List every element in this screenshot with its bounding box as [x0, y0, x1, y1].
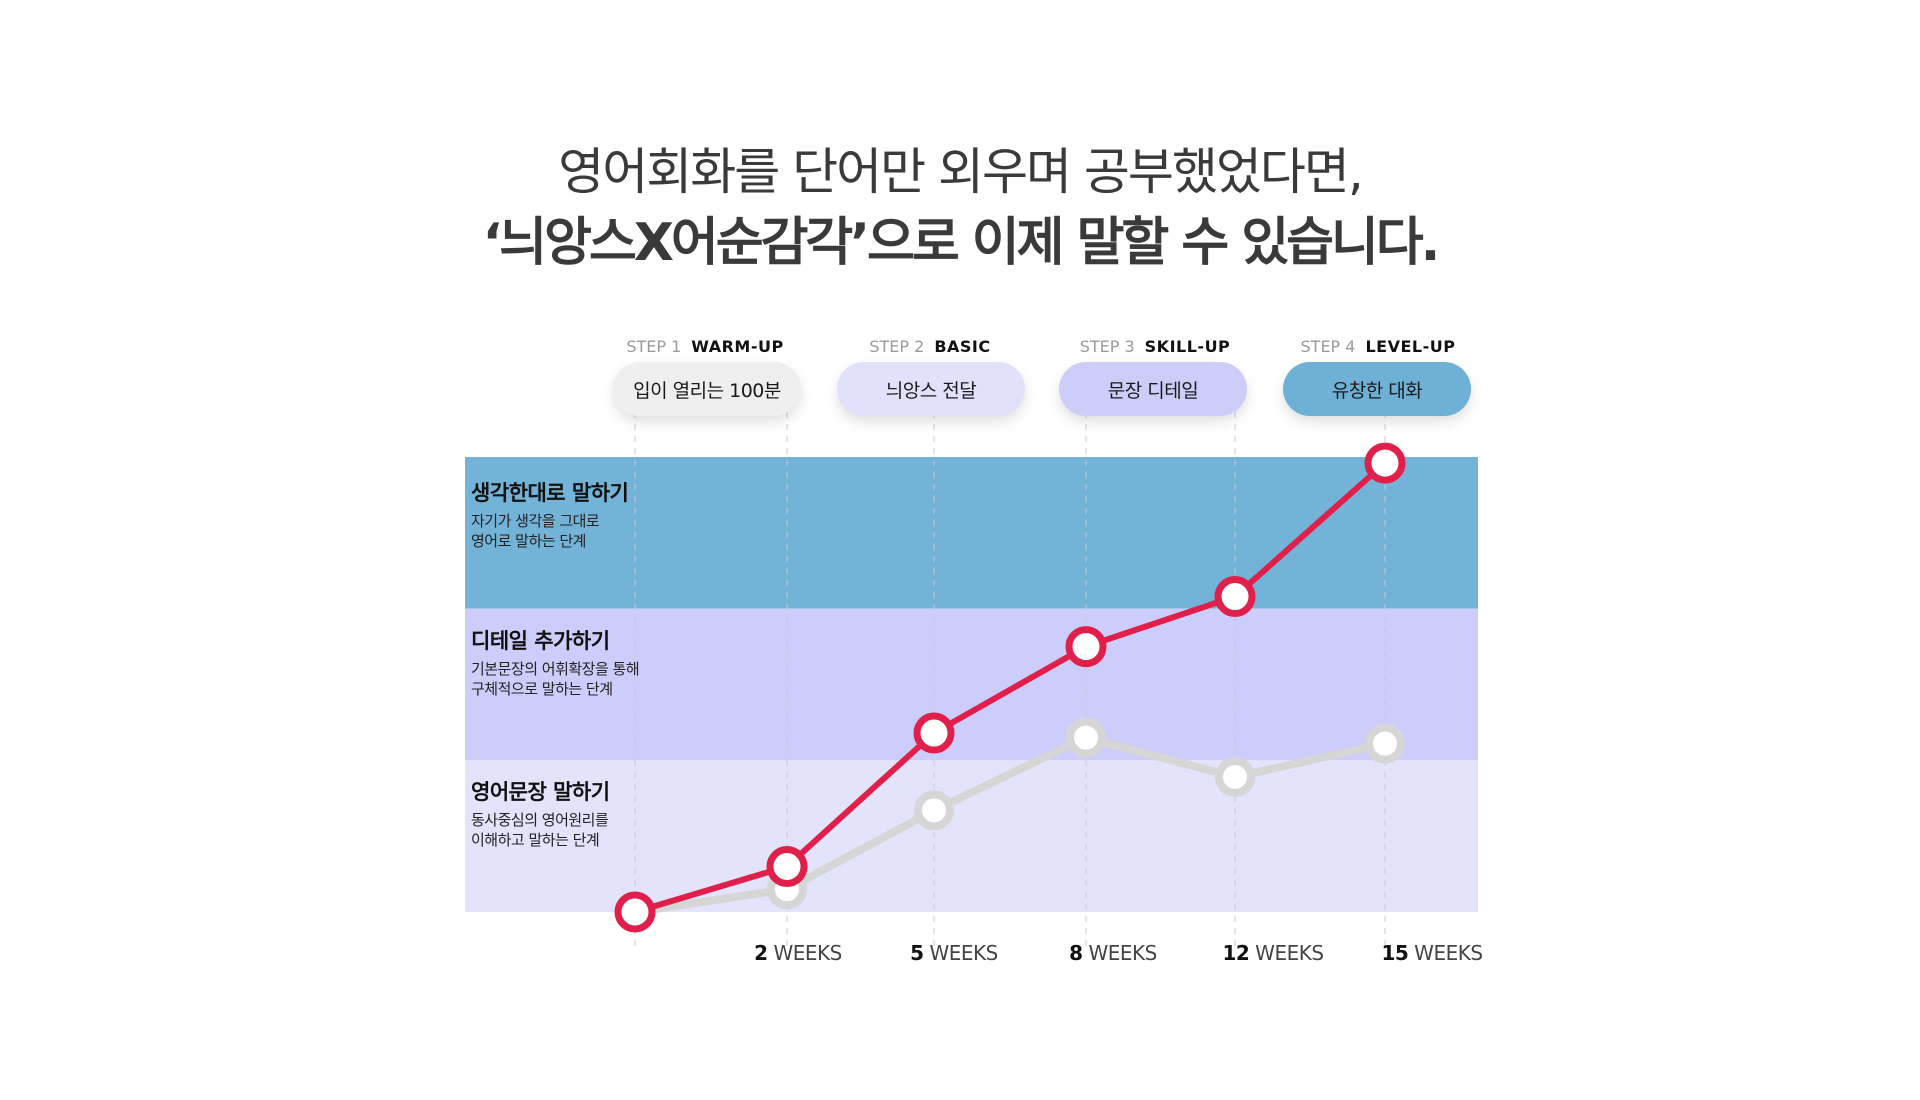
band-middle-desc1: 기본문장의 어휘확장을 통해	[471, 660, 640, 678]
step-1-number: STEP 1	[626, 337, 682, 356]
x-tick-8-unit: WEEKS	[1088, 941, 1157, 965]
x-tick-8-weeks: 8 WEEKS	[1053, 941, 1173, 965]
x-tick-12-unit: WEEKS	[1255, 941, 1324, 965]
step-4-number: STEP 4	[1300, 337, 1356, 356]
band-middle-title: 디테일 추가하기	[471, 629, 610, 653]
step-4-label: STEP 4 LEVEL-UP	[1278, 337, 1478, 356]
step-1-pill: 입이 열리는 100분	[613, 362, 801, 416]
headline-line1: 영어회화를 단어만 외우며 공부했었다면,	[558, 143, 1364, 201]
step-3-pill: 문장 디테일	[1059, 362, 1247, 416]
band-top-text: 생각한대로 말하기 자기가 생각을 그대로 영어로 말하는 단계	[471, 477, 629, 551]
step-3-label: STEP 3 SKILL-UP	[1055, 337, 1255, 356]
x-tick-2-weeks: 2 WEEKS	[738, 941, 858, 965]
step-2-name: BASIC	[934, 337, 991, 356]
band-top-desc1: 자기가 생각을 그대로	[471, 512, 600, 530]
series-0-line	[634, 460, 1387, 915]
x-tick-15-weeks: 15 WEEKS	[1372, 941, 1492, 965]
band-middle-text: 디테일 추가하기 기본문장의 어휘확장을 통해 구체적으로 말하는 단계	[471, 625, 640, 699]
step-3-number: STEP 3	[1079, 337, 1135, 356]
x-tick-8-num: 8	[1069, 941, 1083, 965]
series-0-point-5	[1364, 442, 1406, 484]
step-1-label: STEP 1 WARM-UP	[605, 337, 805, 356]
x-tick-15-unit: WEEKS	[1414, 941, 1483, 965]
series-1-point-4	[1215, 757, 1255, 798]
x-tick-5-num: 5	[910, 941, 924, 965]
band-bottom-title: 영어문장 말하기	[471, 780, 610, 804]
step-3-name: SKILL-UP	[1144, 337, 1231, 356]
x-tick-15-num: 15	[1381, 941, 1409, 965]
x-tick-5-weeks: 5 WEEKS	[894, 941, 1014, 965]
step-4-pill: 유창한 대화	[1283, 362, 1471, 416]
series-0-point-0	[614, 891, 656, 933]
step-2-pill: 늬앙스 전달	[837, 362, 1025, 416]
band-bottom-desc2: 이해하고 말하는 단계	[471, 831, 600, 849]
x-tick-2-num: 2	[754, 941, 768, 965]
series-0-point-4	[1214, 576, 1256, 618]
band-middle-desc2: 구체적으로 말하는 단계	[471, 680, 613, 698]
series-1-line	[634, 733, 1386, 916]
band-top-title: 생각한대로 말하기	[471, 481, 629, 505]
step-2-number: STEP 2	[869, 337, 925, 356]
series-1-point-3	[1066, 717, 1106, 758]
series-0-point-1	[766, 846, 808, 887]
x-tick-12-num: 12	[1222, 941, 1250, 965]
band-bottom-text: 영어문장 말하기 동사중심의 영어원리를 이해하고 말하는 단계	[471, 776, 610, 850]
band-middle-bg	[465, 608, 1478, 761]
x-tick-2-unit: WEEKS	[773, 941, 842, 965]
series-0-point-3	[1065, 626, 1107, 668]
headline-line2: ‘늬앙스X어순감각’으로 이제 말할 수 있습니다.	[482, 213, 1441, 273]
band-bottom-bg	[465, 760, 1478, 912]
step-2-label: STEP 2 BASIC	[830, 337, 1030, 356]
band-bottom-desc1: 동사중심의 영어원리를	[471, 811, 609, 829]
series-1-point-5	[1365, 723, 1405, 764]
x-tick-5-unit: WEEKS	[929, 941, 998, 965]
step-1-name: WARM-UP	[691, 337, 784, 356]
series-1-point-2	[914, 790, 954, 831]
x-tick-12-weeks: 12 WEEKS	[1213, 941, 1333, 965]
band-top-desc2: 영어로 말하는 단계	[471, 532, 586, 550]
series-0-point-2	[913, 712, 955, 754]
step-4-name: LEVEL-UP	[1365, 337, 1456, 356]
